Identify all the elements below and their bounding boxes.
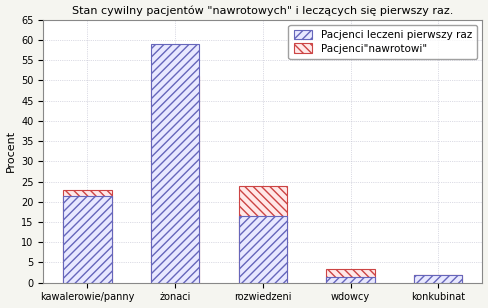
Bar	[63, 196, 112, 283]
Bar	[151, 44, 199, 283]
Bar	[326, 277, 375, 283]
Title: Stan cywilny pacjentów "nawrotowych" i leczących się pierwszy raz.: Stan cywilny pacjentów "nawrotowych" i l…	[72, 6, 453, 16]
Legend: Pacjenci leczeni pierwszy raz, Pacjenci"nawrotowi": Pacjenci leczeni pierwszy raz, Pacjenci"…	[288, 25, 477, 59]
Bar	[326, 269, 375, 283]
Bar	[239, 186, 287, 283]
Y-axis label: Procent: Procent	[5, 130, 16, 172]
Bar	[63, 190, 112, 283]
Bar	[151, 76, 199, 283]
Bar	[414, 275, 463, 283]
Bar	[239, 216, 287, 283]
Bar	[414, 275, 463, 283]
